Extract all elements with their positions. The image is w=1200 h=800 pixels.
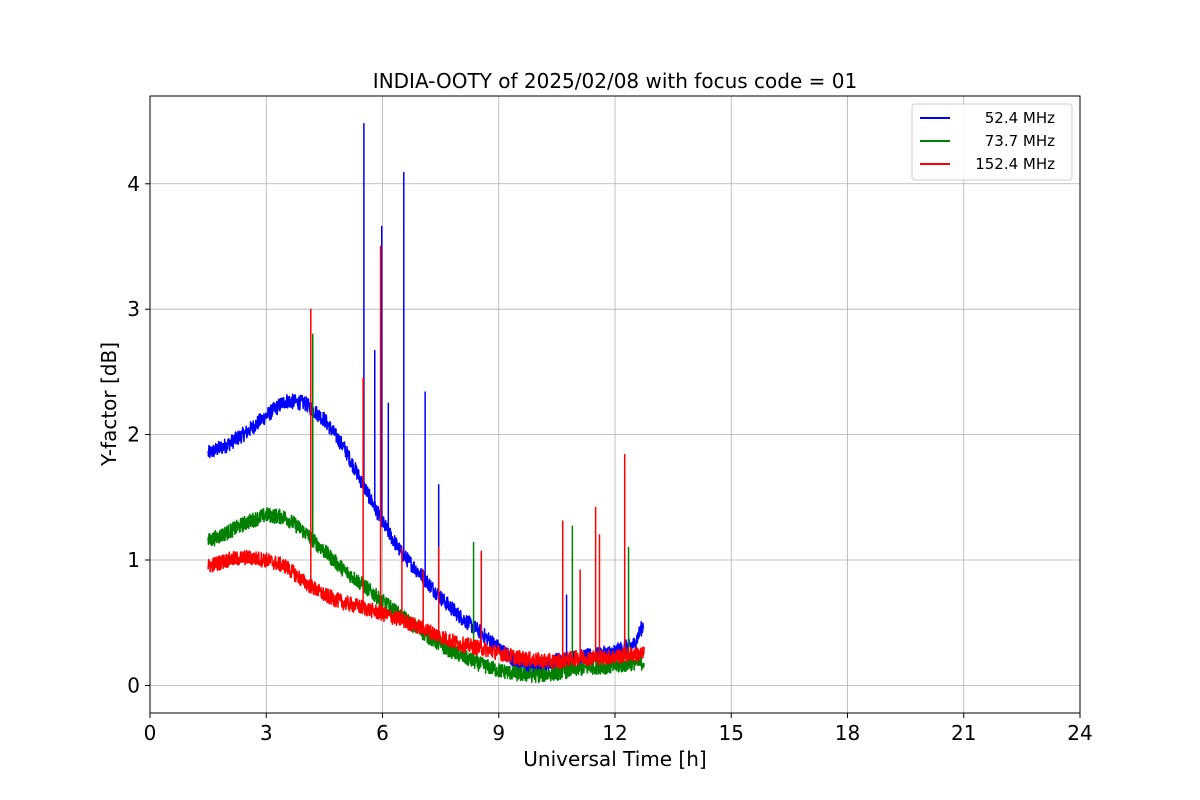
series-line <box>207 245 645 670</box>
y-tick-label: 3 <box>127 297 140 321</box>
x-tick-label: 6 <box>376 721 389 745</box>
x-tick-label: 24 <box>1067 721 1092 745</box>
legend-box <box>911 103 1073 181</box>
x-tick-label: 9 <box>492 721 505 745</box>
legend: 52.4 MHz 73.7 MHz 152.4 MHz <box>911 103 1073 181</box>
legend-label: 73.7 MHz <box>985 132 1055 150</box>
x-tick-label: 3 <box>260 721 273 745</box>
x-tick-label: 12 <box>602 721 627 745</box>
x-axis-title: Universal Time [h] <box>523 747 706 771</box>
x-tick-label: 21 <box>951 721 976 745</box>
legend-label: 52.4 MHz <box>985 109 1055 127</box>
x-tick-label: 15 <box>719 721 744 745</box>
legend-label: 152.4 MHz <box>975 155 1055 173</box>
y-tick-label: 4 <box>127 172 140 196</box>
y-tick-label: 1 <box>127 548 140 572</box>
y-axis-title: Y-factor [dB] <box>97 342 121 467</box>
chart-title: INDIA-OOTY of 2025/02/08 with focus code… <box>373 69 857 93</box>
x-tick-label: 18 <box>835 721 860 745</box>
series-layer <box>207 122 645 684</box>
y-tick-label: 2 <box>127 423 140 447</box>
y-tick-label: 0 <box>127 673 140 697</box>
x-tick-label: 0 <box>144 721 157 745</box>
